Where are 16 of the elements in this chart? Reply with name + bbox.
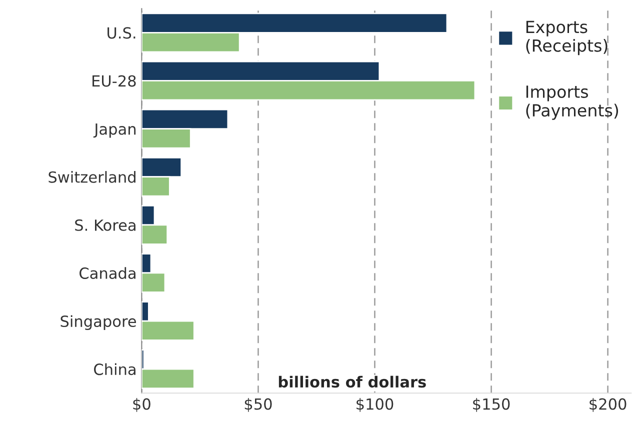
legend-label: Imports (Payments) [526, 86, 618, 120]
y-tick-label: Singapore [60, 315, 136, 330]
x-axis-title: billions of dollars [278, 376, 426, 388]
y-tick-label: EU-28 [92, 75, 136, 87]
y-tick-label: China [94, 363, 136, 376]
y-tick-label: S. Korea [75, 219, 136, 231]
y-tick-label: Japan [93, 123, 136, 138]
y-tick-label: Canada [80, 267, 136, 279]
legend-label: Exports (Receipts) [526, 20, 608, 56]
x-tick-label: $150 [473, 398, 510, 412]
x-tick-label: $50 [244, 398, 272, 412]
x-tick-label: $100 [356, 398, 394, 412]
y-tick-label: Switzerland [48, 171, 136, 183]
x-tick-label: $0 [133, 398, 150, 412]
y-tick-label: U.S. [108, 27, 136, 39]
x-tick-label: $200 [590, 398, 626, 412]
